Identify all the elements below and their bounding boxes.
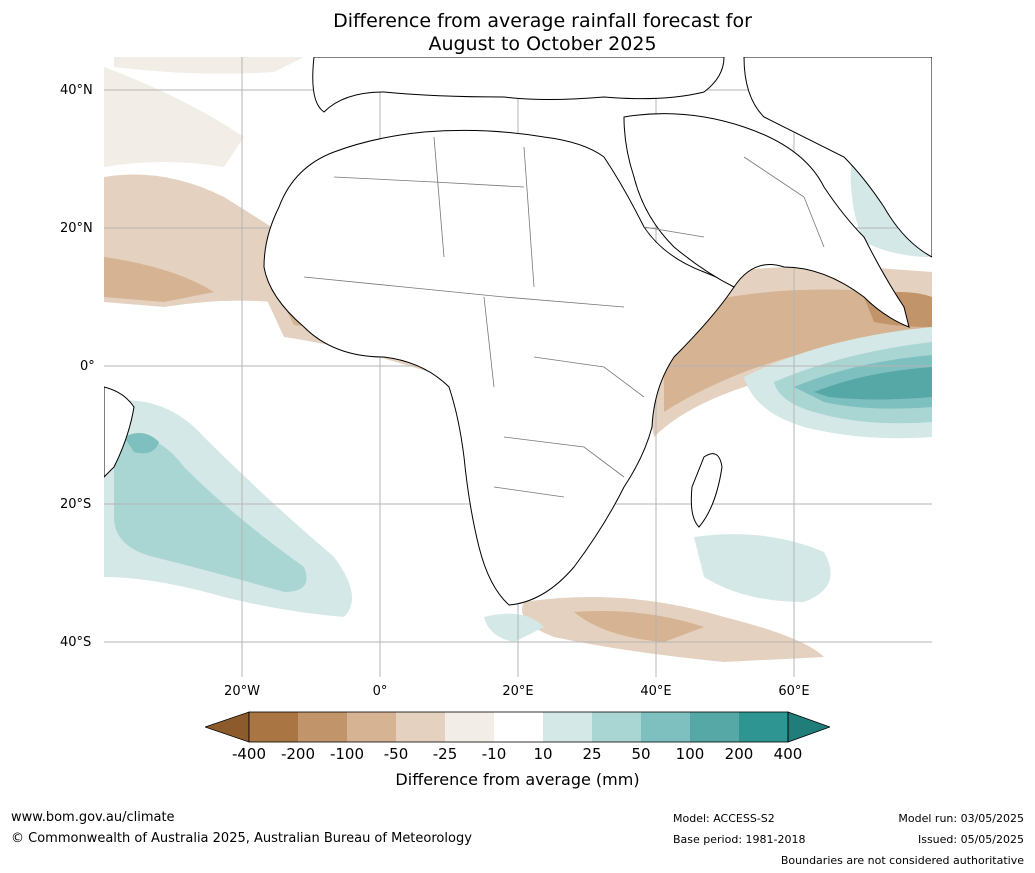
lat-tick-20s: 20°S (60, 497, 92, 512)
lon-tick-20e: 20°E (502, 684, 534, 699)
south-america-tip (104, 386, 135, 478)
legend-swatch (592, 712, 641, 742)
legend-label: 100 (675, 745, 705, 763)
legend-swatch (641, 712, 690, 742)
legend-label: -400 (231, 745, 267, 763)
lat-tick-20n: 20°N (60, 221, 93, 236)
lat-tick-40s: 40°S (60, 635, 92, 650)
rainfall-map[interactable] (104, 57, 932, 677)
map-svg (104, 57, 932, 677)
asia-outline (743, 57, 932, 258)
europe-outline (312, 57, 725, 113)
lon-tick-40e: 40°E (640, 684, 672, 699)
madagascar-outline (690, 453, 723, 528)
legend-label: -200 (280, 745, 316, 763)
lat-tick-equator: 0° (80, 359, 95, 374)
legend-swatch (298, 712, 347, 742)
legend-swatch (543, 712, 592, 742)
title-line-1: Difference from average rainfall forecas… (333, 10, 752, 32)
website-link[interactable]: www.bom.gov.au/climate (11, 810, 175, 825)
map-title: Difference from average rainfall forecas… (0, 10, 1035, 56)
legend-label: -100 (329, 745, 365, 763)
lon-tick-20w: 20°W (224, 684, 260, 699)
lon-tick-0: 0° (372, 684, 388, 699)
legend-swatch (445, 712, 494, 742)
legend-label: -50 (383, 745, 409, 763)
legend-colorbar (205, 711, 830, 743)
model-name: Model: ACCESS-S2 (673, 812, 775, 825)
legend-label: 25 (582, 745, 602, 763)
legend-label: 200 (724, 745, 754, 763)
legend-swatch-extend-high (787, 711, 830, 743)
title-line-2: August to October 2025 (428, 33, 657, 55)
legend-label: -10 (481, 745, 507, 763)
lon-tick-60e: 60°E (778, 684, 810, 699)
legend-swatch-extend-low (205, 711, 250, 743)
legend-label: 50 (631, 745, 651, 763)
legend-label: 10 (533, 745, 553, 763)
legend-outline (248, 711, 789, 743)
legend-label: -25 (432, 745, 458, 763)
lat-tick-40n: 40°N (60, 83, 93, 98)
land-masses (104, 57, 932, 606)
country-borders (303, 136, 825, 498)
legend-swatch (347, 712, 396, 742)
legend-swatch (739, 712, 788, 742)
base-period: Base period: 1981-2018 (673, 833, 806, 846)
legend-label: 400 (773, 745, 803, 763)
boundaries-disclaimer: Boundaries are not considered authoritat… (780, 854, 1024, 867)
issued-date: Issued: 05/05/2025 (917, 833, 1024, 846)
legend-swatch (249, 712, 298, 742)
model-run-date: Model run: 03/05/2025 (898, 812, 1024, 825)
africa-outline (263, 129, 735, 606)
legend-swatch (494, 712, 543, 742)
copyright-text: © Commonwealth of Australia 2025, Austra… (11, 831, 472, 846)
legend-swatch (690, 712, 739, 742)
legend-title: Difference from average (mm) (395, 770, 640, 789)
middle-east-outline (623, 113, 910, 328)
legend-swatch (396, 712, 445, 742)
